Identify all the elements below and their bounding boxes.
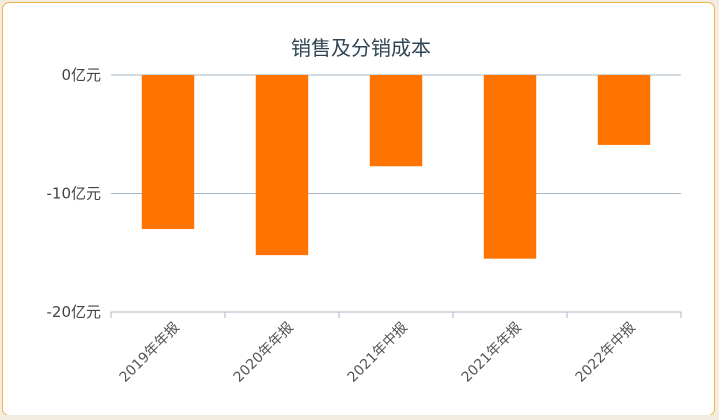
bar[interactable]	[483, 75, 537, 259]
bar[interactable]	[597, 75, 651, 145]
x-axis: 2019年年报 2020年年报 2021年中报 2021年年报 2022年中报	[110, 312, 682, 386]
y-axis: 0亿元 -10亿元 -20亿元	[47, 66, 102, 321]
bar[interactable]	[141, 75, 195, 230]
bar[interactable]	[255, 75, 309, 256]
bars	[141, 75, 651, 259]
bar-chart: 销售及分销成本 0亿元 -10亿元 -20亿元 2019年年报 2020年年报 2021…	[47, 36, 682, 386]
y-tick-label: -10亿元	[47, 185, 102, 203]
bar[interactable]	[369, 75, 423, 167]
chart-title: 销售及分销成本	[291, 36, 431, 60]
page-bottom-strip	[0, 415, 719, 420]
x-tick-label: 2021年年报	[459, 320, 525, 386]
chart-card: 销售及分销成本 0亿元 -10亿元 -20亿元 2019年年报 2020年年报 2021…	[2, 2, 715, 416]
x-tick-label: 2021年中报	[345, 320, 411, 386]
y-tick-label: -20亿元	[47, 303, 102, 321]
x-tick-label: 2020年年报	[231, 320, 297, 386]
x-tick-label: 2019年年报	[117, 320, 183, 386]
y-tick-label: 0亿元	[61, 66, 101, 84]
x-tick-label: 2022年中报	[573, 320, 639, 386]
